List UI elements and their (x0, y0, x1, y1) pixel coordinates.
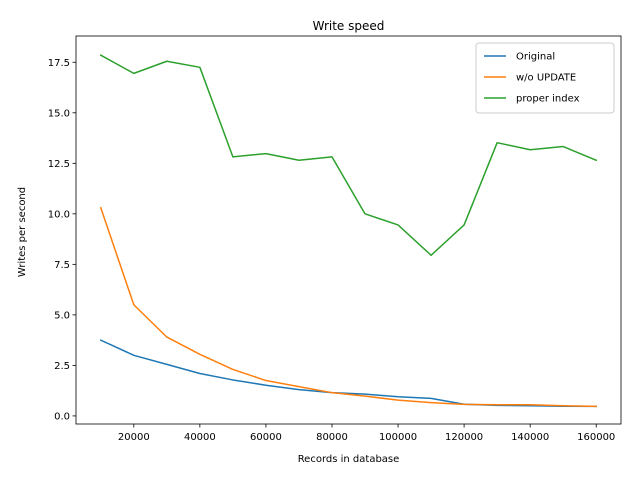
legend-label-1: Original (516, 52, 555, 63)
y-axis-label: Writes per second (17, 187, 28, 277)
y-tick-label: 2.5 (54, 361, 70, 372)
y-tick-label: 10.0 (48, 209, 70, 220)
y-tick-label: 0.0 (54, 411, 70, 422)
series-line-2 (99, 206, 597, 408)
x-tick-label: 60000 (250, 432, 282, 443)
y-tick-label: 15.0 (48, 108, 70, 119)
x-tick-label: 160000 (577, 432, 615, 443)
legend-box (475, 42, 615, 114)
x-tick-label: 100000 (379, 432, 417, 443)
y-tick-label: 5.0 (54, 310, 70, 321)
x-tick-label: 120000 (445, 432, 483, 443)
x-tick-label: 140000 (511, 432, 549, 443)
plot-area: 20000 40000 60000 80000 100000 120000 140000 16… (48, 35, 622, 443)
legend-label-2: w/o UPDATE (516, 73, 576, 84)
x-tick-label: 80000 (316, 432, 348, 443)
legend-label-3: proper index (516, 94, 580, 105)
y-tick-label: 17.5 (48, 58, 70, 69)
x-axis-label: Records in database (298, 454, 400, 465)
series-line-3 (99, 54, 598, 257)
x-tick-label: 20000 (118, 432, 150, 443)
series-line-1 (99, 339, 597, 408)
axes-frame (75, 35, 622, 425)
y-tick-label: 12.5 (48, 159, 70, 170)
y-tick-label: 7.5 (54, 260, 70, 271)
legend: Original w/o UPDATE proper index (475, 42, 615, 114)
x-tick-label: 40000 (184, 432, 216, 443)
chart-title: Write speed (313, 19, 385, 33)
